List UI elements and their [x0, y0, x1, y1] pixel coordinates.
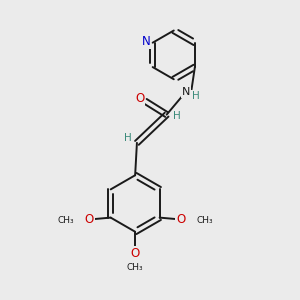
Text: N: N: [182, 87, 190, 97]
Text: CH₃: CH₃: [57, 216, 74, 225]
Text: H: H: [192, 91, 200, 101]
Text: O: O: [135, 92, 145, 105]
Text: N: N: [142, 35, 151, 48]
Text: O: O: [130, 247, 140, 260]
Text: O: O: [85, 213, 94, 226]
Text: H: H: [173, 111, 181, 121]
Text: O: O: [176, 213, 186, 226]
Text: H: H: [124, 134, 131, 143]
Text: CH₃: CH₃: [127, 263, 143, 272]
Text: CH₃: CH₃: [196, 216, 213, 225]
